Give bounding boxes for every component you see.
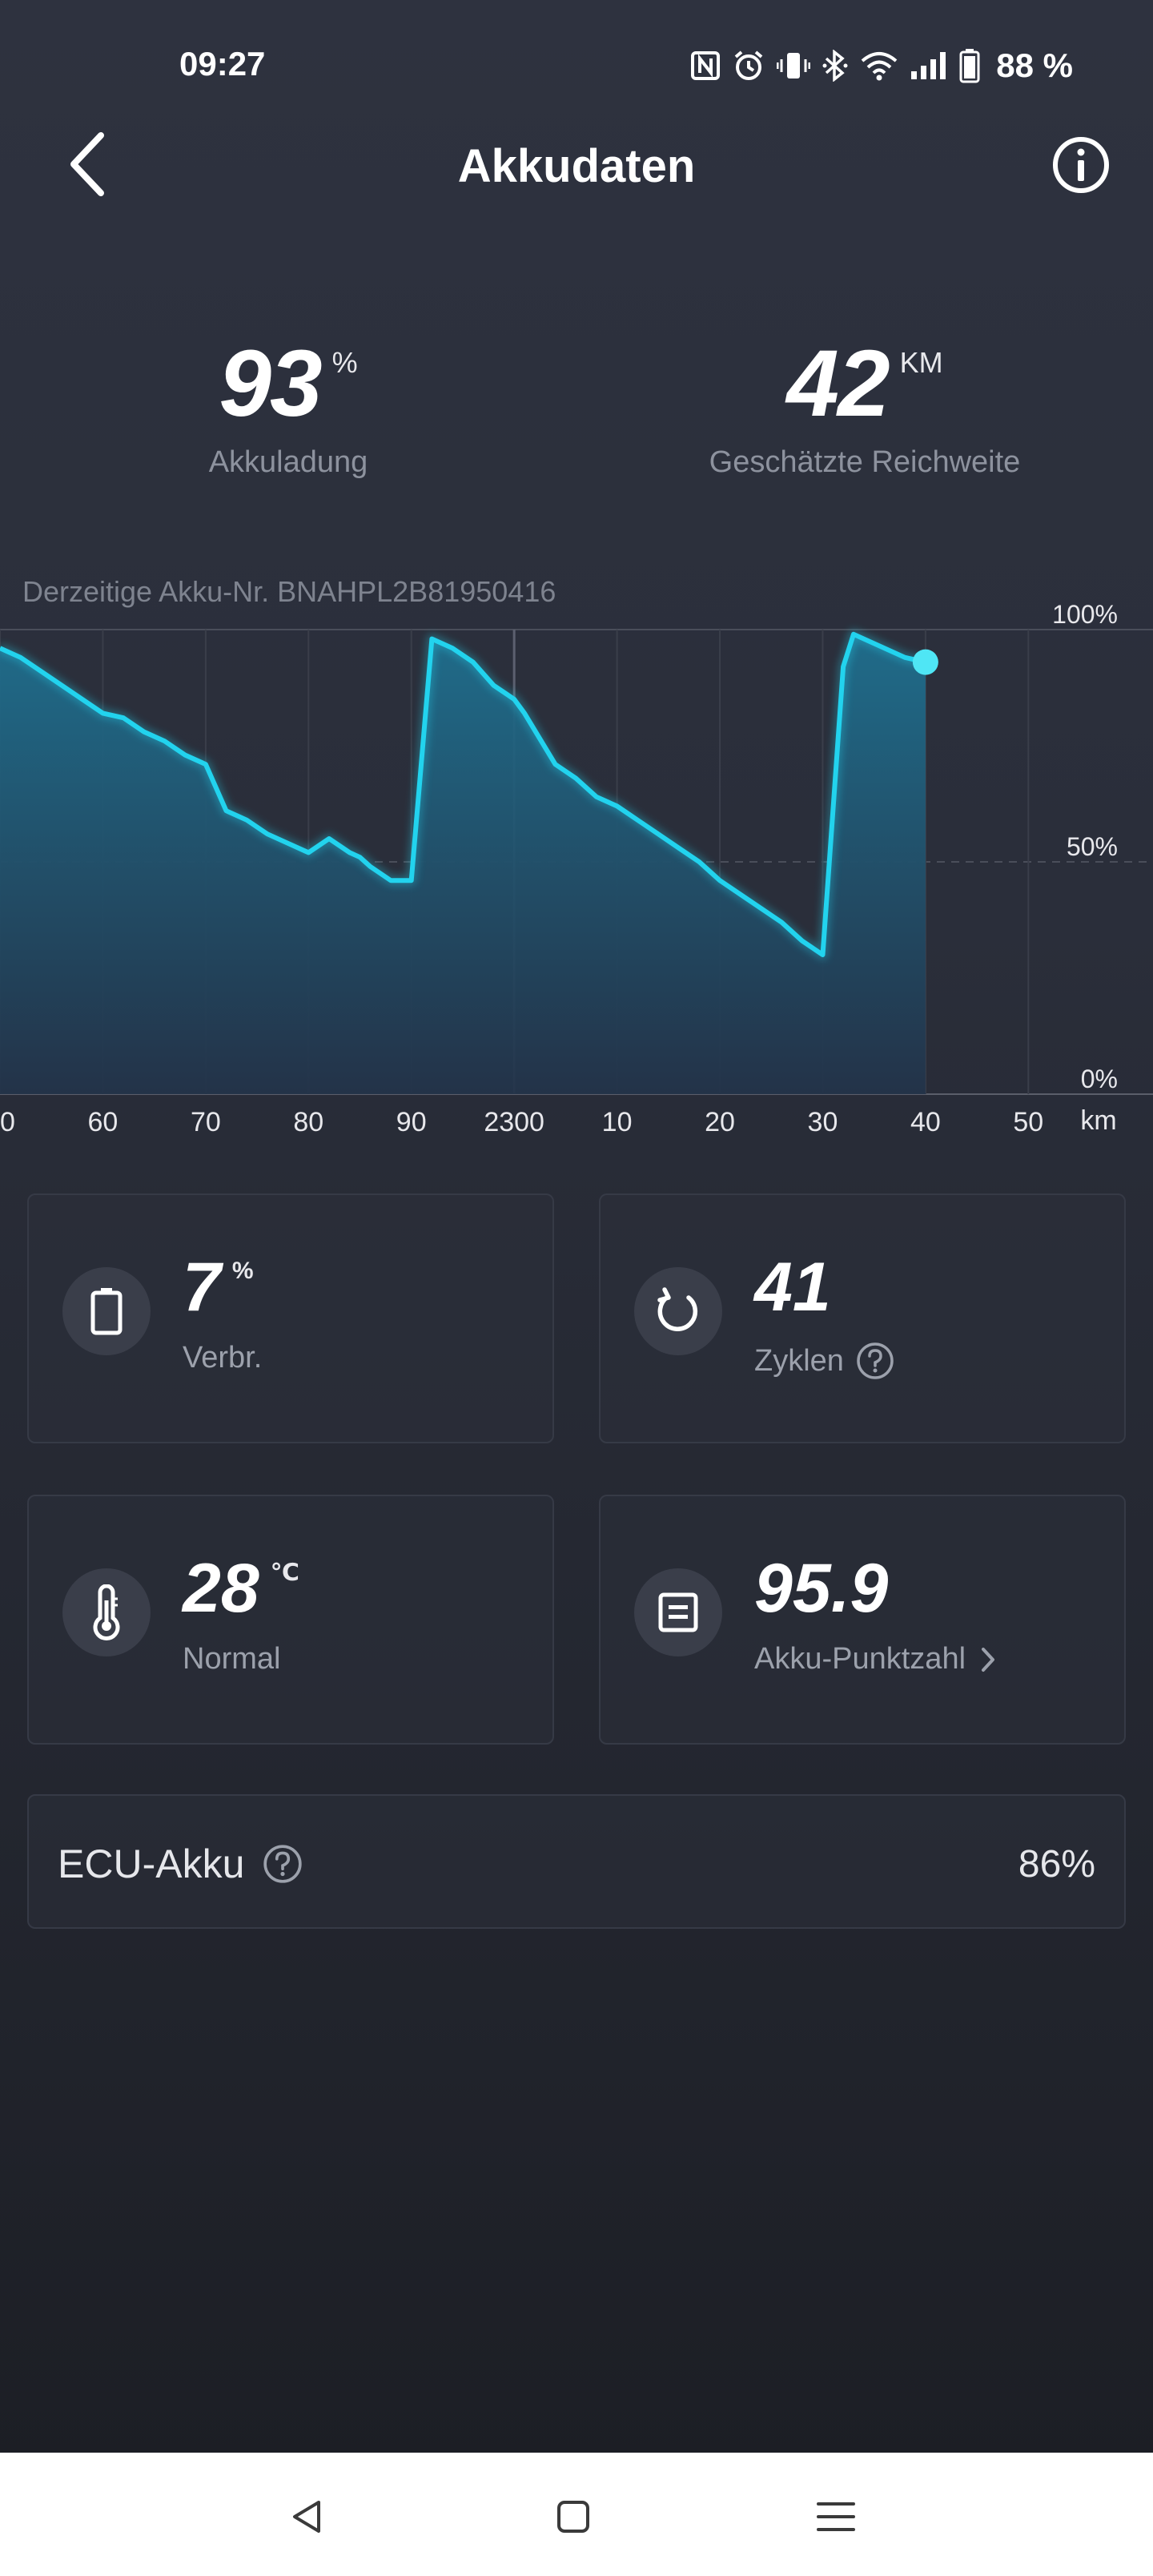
nav-back-button[interactable] [275,2485,339,2549]
range-value: 42 [786,331,890,437]
chevron-right-icon [982,1647,995,1672]
battery-score-label: Akku-Punktzahl [754,1642,966,1676]
help-circle-icon[interactable] [262,1843,303,1885]
score-icon-wrap [634,1568,722,1656]
range-label: Geschätzte Reichweite [709,445,1021,479]
y-tick-label: 100% [1052,600,1118,629]
refresh-icon [657,1287,698,1331]
consumption-icon-wrap [62,1267,151,1355]
x-tick-label: 60 [88,1107,119,1137]
cycles-value: 41 [754,1249,831,1326]
chart-current-marker [912,649,938,675]
battery-icon [959,49,980,83]
x-axis-label: km [1080,1105,1116,1136]
nav-menu-button[interactable] [804,2485,868,2549]
consumption-card: 7 % Verbr. [27,1193,554,1443]
status-icons: 88 % [690,46,1073,85]
temperature-card: 28 ℃ Normal [27,1495,554,1745]
thermometer-icon [93,1584,120,1640]
help-circle-icon[interactable] [855,1341,895,1381]
battery-history-chart[interactable]: 100% 50% 0% 0 60 70 80 90 2300 10 20 30 40 50 km [0,593,1153,1145]
back-button[interactable] [56,128,120,200]
x-tick-label: 10 [602,1107,633,1137]
cycles-card: 41 Zyklen [599,1193,1126,1443]
home-square-icon [557,2501,589,2533]
nfc-icon [691,51,721,80]
x-tick-label: 0 [0,1107,15,1137]
nav-home-button[interactable] [541,2485,605,2549]
vibrate-icon [777,53,811,78]
x-tick-label: 80 [293,1107,323,1137]
chart-area [0,634,926,1094]
system-nav-bar [0,2453,1153,2576]
ecu-value: 86% [1018,1843,1095,1886]
temperature-value: 28 [183,1550,259,1627]
x-tick-label: 90 [396,1107,427,1137]
y-tick-label: 50% [1067,832,1118,861]
chart-line [0,631,926,957]
battery-id: Derzeitige Akku-Nr. BNAHPL2B81950416 [22,575,556,608]
charge-unit: % [331,346,358,379]
y-tick-label: 0% [1081,1065,1118,1093]
info-icon [1053,137,1109,193]
bluetooth-icon [822,50,848,82]
ecu-label: ECU-Akku [58,1841,245,1886]
document-icon [658,1592,698,1632]
consumption-value: 7 [183,1249,221,1326]
x-tick-label: 20 [705,1107,735,1137]
battery-score-card[interactable]: 95.9 Akku-Punktzahl [599,1495,1126,1745]
x-tick-label: 30 [808,1107,838,1137]
wifi-icon [861,52,898,81]
x-tick-label: 50 [1013,1107,1043,1137]
battery-score-value: 95.9 [754,1550,889,1627]
consumption-unit: % [231,1258,254,1284]
menu-lines-icon [817,2502,855,2531]
temperature-unit: ℃ [270,1560,299,1586]
page-title: Akkudaten [457,140,696,192]
temperature-label: Normal [183,1642,281,1676]
battery-icon [90,1288,123,1335]
cycles-label: Zyklen [754,1343,844,1378]
info-button[interactable] [1051,135,1111,195]
x-tick-label: 2300 [484,1107,544,1137]
status-battery-text: 88 % [996,46,1073,84]
consumption-label: Verbr. [183,1341,263,1375]
cycles-icon-wrap [634,1267,722,1355]
status-time: 09:27 [179,45,266,83]
alarm-icon [734,50,763,80]
range-summary: 42 KM Geschätzte Reichweite [576,336,1153,480]
x-tick-label: 40 [910,1107,941,1137]
x-tick-label: 70 [191,1107,221,1137]
range-unit: KM [899,346,943,379]
temperature-icon-wrap [62,1568,151,1656]
back-triangle-icon [293,2501,320,2533]
charge-label: Akkuladung [208,445,368,479]
signal-icon [911,52,946,79]
charge-value: 93 [219,331,322,437]
ecu-battery-row: ECU-Akku 86% [27,1794,1126,1929]
chevron-left-icon [70,132,104,196]
charge-summary: 93 % Akkuladung [0,336,576,480]
